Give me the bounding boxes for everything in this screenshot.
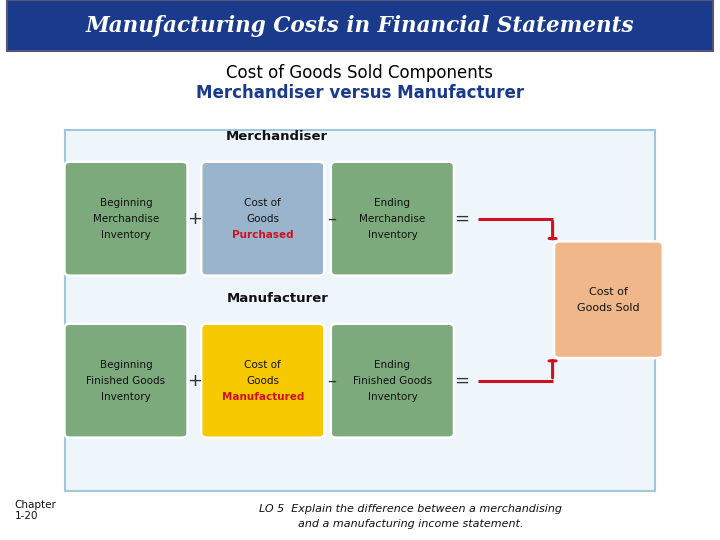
FancyBboxPatch shape <box>331 324 454 437</box>
Text: and a manufacturing income statement.: and a manufacturing income statement. <box>297 519 523 529</box>
FancyBboxPatch shape <box>65 162 187 275</box>
Text: Merchandise: Merchandise <box>359 214 426 224</box>
FancyBboxPatch shape <box>7 0 713 51</box>
Text: Cost of Goods Sold Components: Cost of Goods Sold Components <box>227 64 493 82</box>
Text: Inventory: Inventory <box>101 392 151 402</box>
Text: Beginning: Beginning <box>99 198 153 207</box>
Text: Cost of: Cost of <box>589 287 628 296</box>
FancyBboxPatch shape <box>65 130 655 491</box>
Text: Inventory: Inventory <box>101 230 151 240</box>
Text: Manufacturer: Manufacturer <box>226 292 328 305</box>
FancyBboxPatch shape <box>554 241 662 358</box>
Text: Merchandiser: Merchandiser <box>226 130 328 143</box>
Text: LO 5  Explain the difference between a merchandising: LO 5 Explain the difference between a me… <box>259 504 562 514</box>
Text: Manufactured: Manufactured <box>222 392 304 402</box>
Text: Chapter
1-20: Chapter 1-20 <box>14 500 56 521</box>
Text: Goods: Goods <box>246 376 279 386</box>
FancyBboxPatch shape <box>201 162 324 275</box>
Text: Manufacturing Costs in Financial Statements: Manufacturing Costs in Financial Stateme… <box>86 15 634 37</box>
Text: +: + <box>187 210 202 228</box>
Text: Goods: Goods <box>246 214 279 224</box>
Text: Ending: Ending <box>374 360 410 369</box>
Text: –: – <box>327 210 336 228</box>
Text: Finished Goods: Finished Goods <box>86 376 166 386</box>
Text: =: = <box>454 372 469 390</box>
Text: –: – <box>327 372 336 390</box>
Text: Goods Sold: Goods Sold <box>577 303 639 313</box>
Text: Ending: Ending <box>374 198 410 207</box>
Text: Cost of: Cost of <box>244 198 282 207</box>
Text: =: = <box>454 210 469 228</box>
Text: Inventory: Inventory <box>367 392 418 402</box>
Text: Purchased: Purchased <box>232 230 294 240</box>
Text: Merchandise: Merchandise <box>93 214 159 224</box>
Text: +: + <box>187 372 202 390</box>
FancyBboxPatch shape <box>331 162 454 275</box>
Text: Inventory: Inventory <box>367 230 418 240</box>
Text: Beginning: Beginning <box>99 360 153 369</box>
Text: Cost of: Cost of <box>244 360 282 369</box>
FancyBboxPatch shape <box>201 324 324 437</box>
Text: Finished Goods: Finished Goods <box>353 376 432 386</box>
Text: Merchandiser versus Manufacturer: Merchandiser versus Manufacturer <box>196 84 524 102</box>
FancyBboxPatch shape <box>65 324 187 437</box>
